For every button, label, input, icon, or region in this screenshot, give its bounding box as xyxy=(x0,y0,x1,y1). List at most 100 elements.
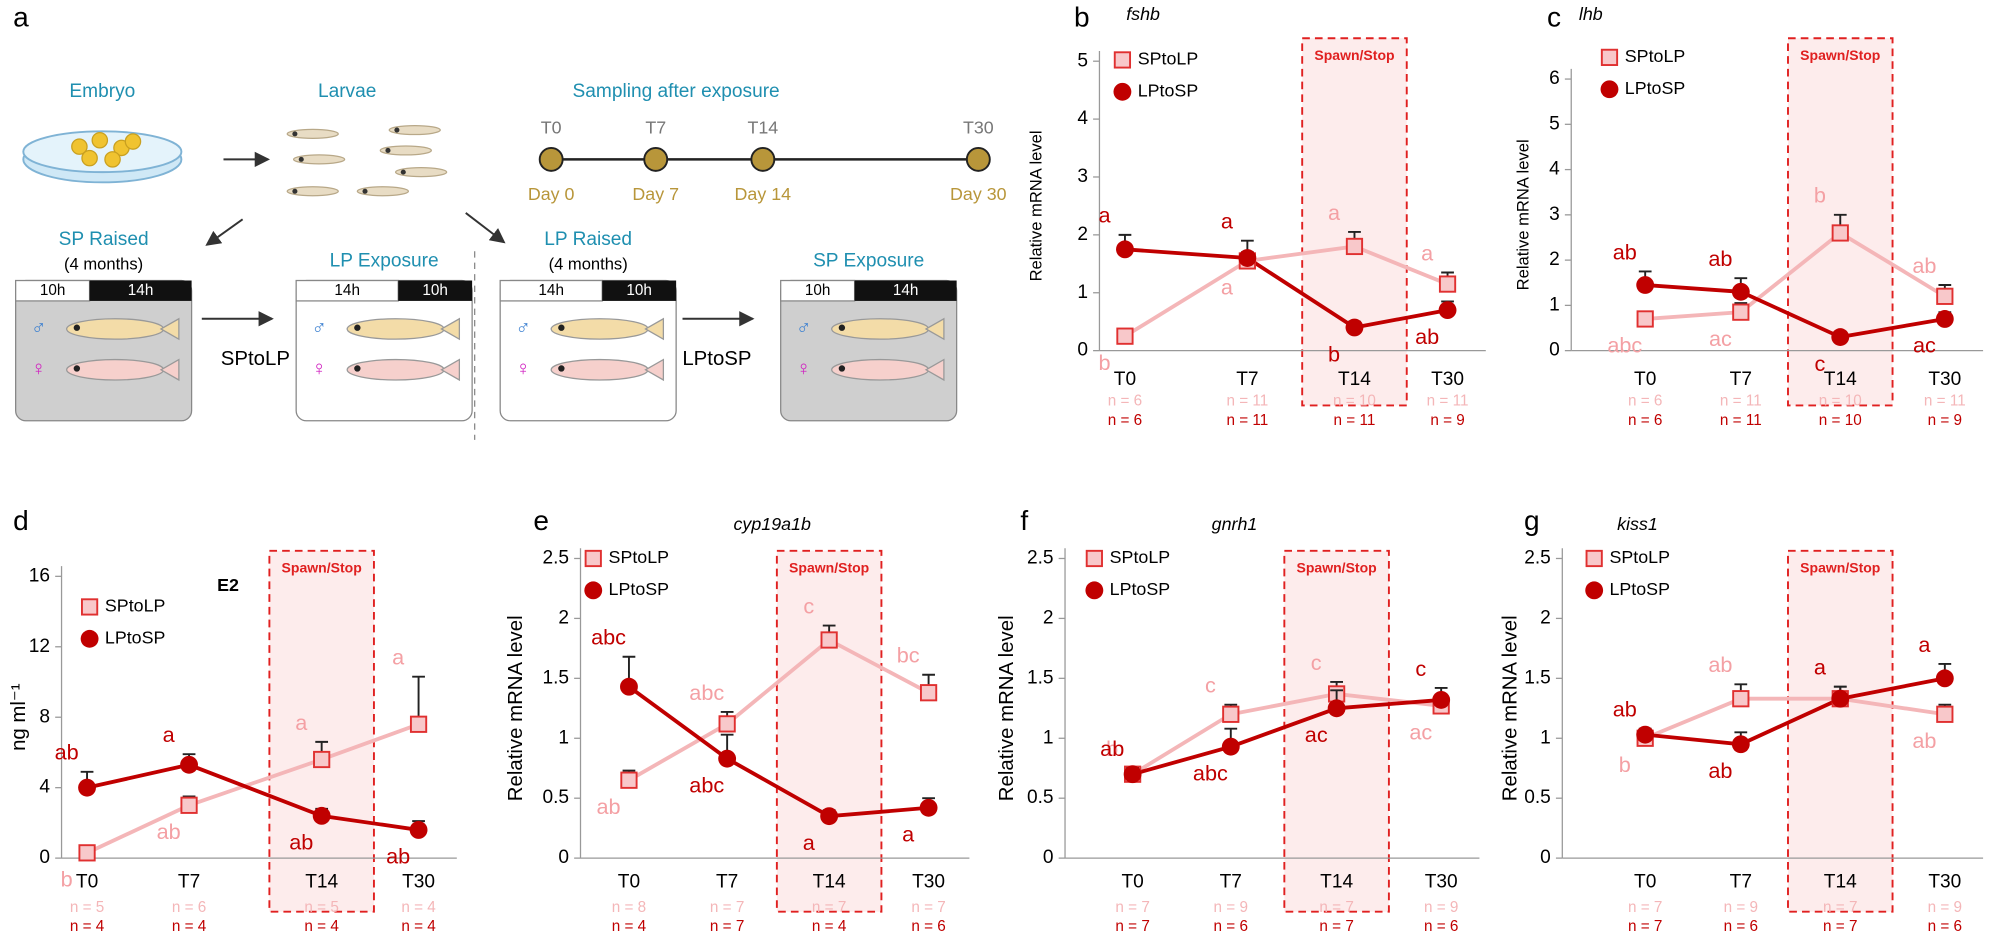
mean-marker xyxy=(1936,705,1954,723)
y-tick-label: 2 xyxy=(1043,607,1054,628)
n-label: n = 6 xyxy=(1928,918,1962,935)
y-tick-label: 0 xyxy=(39,847,50,868)
n-label: n = 7 xyxy=(812,899,846,916)
legend-label: SPtoLP xyxy=(1110,547,1171,567)
n-label: n = 6 xyxy=(1108,412,1142,429)
significance-letter: a xyxy=(163,722,176,747)
x-tick-label: T30 xyxy=(912,871,945,892)
dark-label: 10h xyxy=(626,282,652,299)
y-tick-label: 0 xyxy=(1043,847,1054,868)
mean-marker xyxy=(78,844,96,862)
box-title: SP Exposure xyxy=(813,250,924,271)
mean-marker xyxy=(1732,690,1750,708)
significance-letter: ab xyxy=(1912,253,1936,278)
y-tick-label: 2 xyxy=(558,607,569,628)
x-tick-label: T14 xyxy=(1824,369,1857,390)
box-title: LP Raised xyxy=(544,229,632,250)
x-tick-label: T7 xyxy=(178,871,200,892)
y-tick-label: 8 xyxy=(39,706,50,727)
female-symbol: ♀ xyxy=(311,358,326,380)
mean-marker xyxy=(1731,282,1750,301)
significance-letter: ab xyxy=(55,740,79,765)
x-tick-label: T30 xyxy=(1928,871,1961,892)
series-line xyxy=(1645,230,1946,321)
x-tick-label: T30 xyxy=(1928,369,1961,390)
n-label: n = 6 xyxy=(1108,393,1142,410)
significance-letter: ab xyxy=(1415,324,1439,349)
mean-marker xyxy=(1345,237,1364,256)
y-tick-label: 1 xyxy=(1043,727,1054,748)
x-tick-label: T14 xyxy=(1320,871,1353,892)
timepoint xyxy=(750,146,776,172)
significance-letter: a xyxy=(902,822,915,847)
mean-marker xyxy=(1116,327,1134,345)
legend-label: SPtoLP xyxy=(105,596,166,616)
transition-label: SPtoLP xyxy=(221,348,290,370)
fish xyxy=(346,358,445,381)
n-label: n = 7 xyxy=(1823,918,1857,935)
n-label: n = 7 xyxy=(1628,918,1662,935)
timepoint xyxy=(643,146,669,172)
fish-eye xyxy=(354,365,361,372)
dark-label: 14h xyxy=(128,282,154,299)
y-tick-label: 5 xyxy=(1077,50,1088,71)
y-tick-label: 4 xyxy=(1549,159,1560,180)
significance-letter: ab xyxy=(1708,758,1732,783)
fish-tail xyxy=(924,358,945,382)
mean-marker xyxy=(1831,328,1850,346)
significance-letter: ab xyxy=(1912,728,1936,753)
n-label: n = 6 xyxy=(1724,918,1758,935)
annotation: Spawn/Stop xyxy=(282,559,362,575)
larva xyxy=(379,145,432,156)
mean-marker xyxy=(820,807,839,826)
legend-label: SPtoLP xyxy=(609,547,670,567)
fish-eye xyxy=(558,365,565,372)
n-label: n = 4 xyxy=(812,918,847,935)
significance-letter: b xyxy=(1814,183,1826,208)
mean-marker xyxy=(1935,669,1954,688)
mean-marker xyxy=(409,821,428,839)
chart-title: lhb xyxy=(1579,4,1603,24)
larva-eye xyxy=(400,169,406,175)
mean-marker xyxy=(1116,240,1134,259)
x-tick-label: T30 xyxy=(1431,369,1464,390)
n-label: n = 9 xyxy=(1724,899,1758,916)
mean-marker xyxy=(1732,303,1750,321)
y-tick-label: 1 xyxy=(1077,282,1088,303)
significance-letter: c xyxy=(1814,351,1825,376)
larva xyxy=(286,186,339,197)
fish-eye xyxy=(838,365,846,372)
y-tick-label: 1 xyxy=(558,727,569,748)
mean-marker xyxy=(313,750,331,769)
egg xyxy=(71,138,88,155)
y-tick-label: 0.5 xyxy=(1027,787,1054,808)
n-label: n = 4 xyxy=(172,918,207,935)
chart-title: E2 xyxy=(217,575,239,595)
n-label: n = 4 xyxy=(401,899,436,916)
panel-label: a xyxy=(13,2,29,33)
legend-marker xyxy=(80,629,99,648)
legend-marker xyxy=(1600,48,1619,66)
x-tick-label: T30 xyxy=(1425,871,1458,892)
legend-label: LPtoSP xyxy=(1609,579,1670,599)
timepoint-label: T7 xyxy=(645,118,666,138)
n-label: n = 5 xyxy=(304,899,338,916)
significance-letter: ab xyxy=(1708,652,1732,677)
label: Sampling after exposure xyxy=(573,81,780,102)
significance-letter: a xyxy=(1099,203,1112,228)
x-tick-label: T14 xyxy=(1338,369,1371,390)
mean-marker xyxy=(312,806,331,825)
egg xyxy=(81,149,98,167)
timepoint xyxy=(965,146,991,172)
day-label: Day 14 xyxy=(735,184,792,204)
y-tick-label: 1.5 xyxy=(1027,667,1054,688)
significance-letter: b xyxy=(1328,341,1340,366)
significance-letter: a xyxy=(392,645,405,670)
series-line xyxy=(86,722,420,855)
mean-marker xyxy=(1438,275,1457,293)
n-label: n = 7 xyxy=(1115,918,1149,935)
light-phase xyxy=(780,279,856,302)
significance-letter: a xyxy=(1814,655,1827,680)
n-label: n = 7 xyxy=(1115,899,1149,916)
n-label: n = 5 xyxy=(70,899,104,916)
